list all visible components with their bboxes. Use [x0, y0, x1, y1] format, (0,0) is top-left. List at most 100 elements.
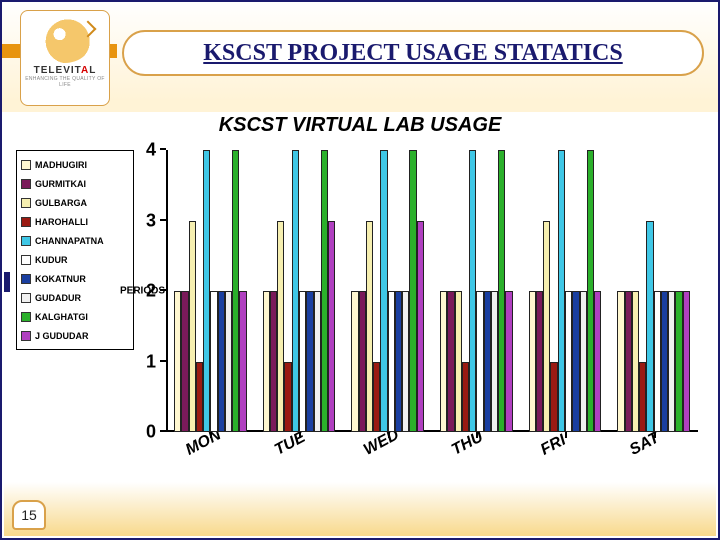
x-tick-label: TUE: [272, 429, 309, 460]
bar: [388, 291, 395, 432]
legend-label: GUDADUR: [35, 293, 81, 303]
y-tick-label: 2: [146, 281, 156, 302]
bar: [299, 291, 306, 432]
y-tick-label: 0: [146, 422, 156, 443]
chart-plot: PERIODS 01234MONTUEWEDTHUFRISAT: [166, 150, 698, 432]
bar: [196, 362, 203, 433]
legend-item: KOKATNUR: [21, 269, 129, 288]
x-tick-label: THU: [449, 428, 486, 459]
bar: [239, 291, 246, 432]
legend-swatch-icon: [21, 236, 31, 246]
legend-label: MADHUGIRI: [35, 160, 87, 170]
bar: [351, 291, 358, 432]
x-tick-mark: [210, 432, 212, 438]
chart-legend: MADHUGIRI GURMITKAI GULBARGA HAROHALLI CHANN…: [16, 150, 134, 350]
bar: [263, 291, 270, 432]
bar: [617, 291, 624, 432]
bar: [572, 291, 579, 432]
bar: [491, 291, 498, 432]
bar: [270, 291, 277, 432]
legend-item: GULBARGA: [21, 193, 129, 212]
bar: [409, 150, 416, 432]
slide-title-pill: KSCST PROJECT USAGE STATATICS: [122, 30, 704, 76]
legend-swatch-icon: [21, 160, 31, 170]
bar: [174, 291, 181, 432]
footer: [4, 482, 716, 536]
bar: [218, 291, 225, 432]
chart-region: KSCST VIRTUAL LAB USAGE MADHUGIRI GURMITK…: [16, 114, 704, 478]
legend-item: GUDADUR: [21, 288, 129, 307]
bar: [683, 291, 690, 432]
bar: [587, 150, 594, 432]
slide-title: KSCST PROJECT USAGE STATATICS: [203, 40, 622, 67]
bar: [675, 291, 682, 432]
bar: [306, 291, 313, 432]
legend-swatch-icon: [21, 179, 31, 189]
bar: [625, 291, 632, 432]
legend-label: CHANNAPATNA: [35, 236, 104, 246]
legend-item: KALGHATGI: [21, 307, 129, 326]
bar: [210, 291, 217, 432]
page-number-badge: 15: [12, 500, 46, 530]
bar: [462, 362, 469, 433]
bar: [447, 291, 454, 432]
bar: [594, 291, 601, 432]
decorative-strip: [4, 272, 10, 292]
y-axis-label: PERIODS: [120, 286, 165, 297]
x-tick-mark: [565, 432, 567, 438]
legend-swatch-icon: [21, 217, 31, 227]
bar: [380, 150, 387, 432]
legend-swatch-icon: [21, 198, 31, 208]
bar: [321, 150, 328, 432]
bar: [189, 221, 196, 433]
y-axis: [166, 150, 168, 432]
chart-title: KSCST VIRTUAL LAB USAGE: [16, 114, 704, 137]
legend-item: J GUDUDAR: [21, 326, 129, 345]
legend-swatch-icon: [21, 331, 31, 341]
legend-label: J GUDUDAR: [35, 331, 89, 341]
x-tick-mark: [654, 432, 656, 438]
x-tick-mark: [299, 432, 301, 438]
legend-label: KALGHATGI: [35, 312, 88, 322]
bar: [484, 291, 491, 432]
legend-item: GURMITKAI: [21, 174, 129, 193]
legend-label: KUDUR: [35, 255, 68, 265]
bar: [469, 150, 476, 432]
bar: [565, 291, 572, 432]
bar: [440, 291, 447, 432]
logo-swirl-icon: [38, 15, 92, 63]
bar: [284, 362, 291, 433]
bar: [646, 221, 653, 433]
bar: [536, 291, 543, 432]
bar: [395, 291, 402, 432]
bar: [498, 150, 505, 432]
y-tick-mark: [160, 219, 166, 221]
bar: [639, 362, 646, 433]
legend-label: GULBARGA: [35, 198, 87, 208]
bar: [203, 150, 210, 432]
bar: [232, 150, 239, 432]
legend-swatch-icon: [21, 312, 31, 322]
legend-label: KOKATNUR: [35, 274, 86, 284]
bar: [580, 291, 587, 432]
legend-swatch-icon: [21, 255, 31, 265]
legend-swatch-icon: [21, 274, 31, 284]
y-tick-label: 4: [146, 140, 156, 161]
brand-logo: TELEVITAL ENHANCING THE QUALITY OF LIFE: [20, 10, 110, 106]
bar: [558, 150, 565, 432]
bar: [668, 291, 675, 432]
bar: [402, 291, 409, 432]
bar: [366, 221, 373, 433]
bar: [328, 221, 335, 433]
y-tick-label: 3: [146, 210, 156, 231]
bar: [543, 221, 550, 433]
brand-tagline: ENHANCING THE QUALITY OF LIFE: [21, 76, 109, 88]
legend-label: HAROHALLI: [35, 217, 88, 227]
bar: [550, 362, 557, 433]
bar: [455, 291, 462, 432]
legend-swatch-icon: [21, 293, 31, 303]
bar: [225, 291, 232, 432]
legend-item: KUDUR: [21, 250, 129, 269]
header: TELEVITAL ENHANCING THE QUALITY OF LIFE …: [2, 2, 718, 112]
brand-name: TELEVITAL: [21, 65, 109, 76]
